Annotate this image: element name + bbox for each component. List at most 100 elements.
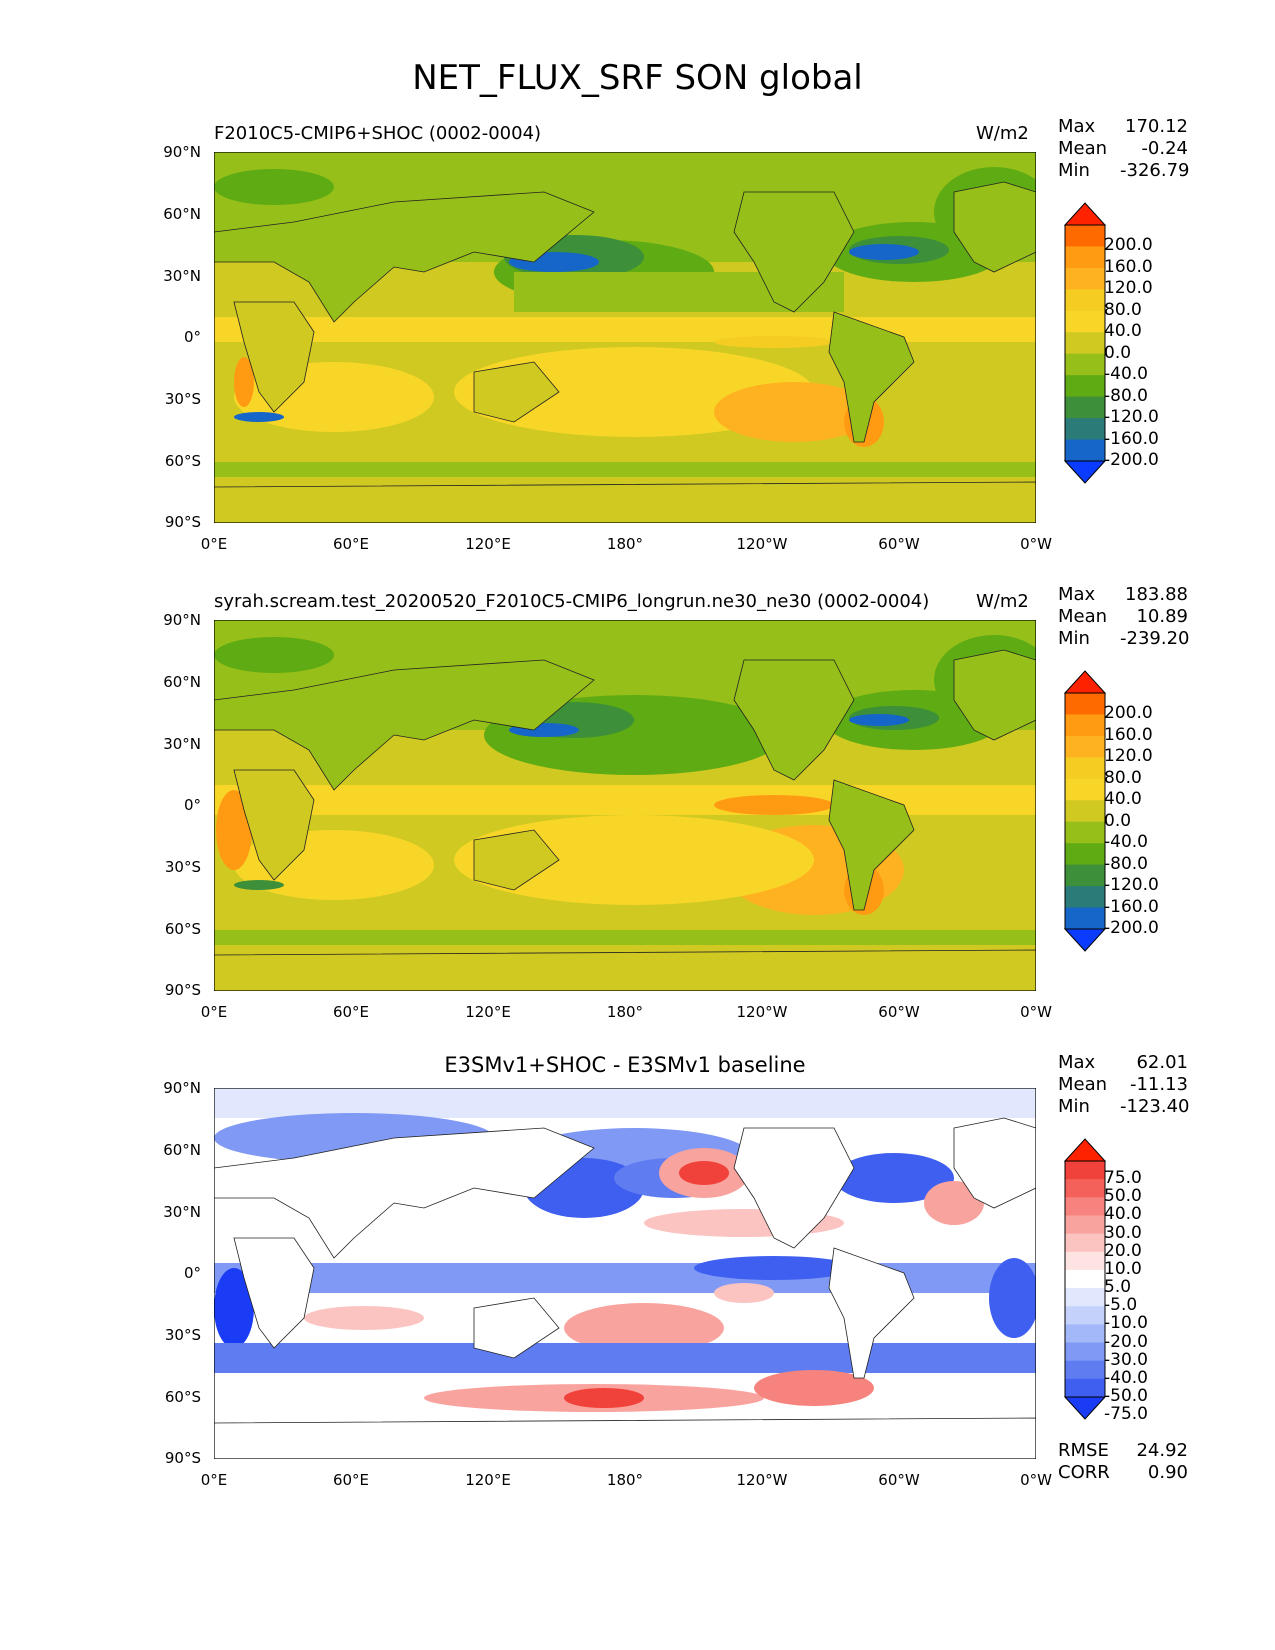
colorbar-tick-label: -120.0 — [1104, 875, 1159, 896]
stat-mean: Mean -0.24 — [1058, 138, 1188, 159]
panel-title: E3SMv1+SHOC - E3SMv1 baseline — [444, 1053, 806, 1077]
lon-tick: 0°E — [200, 535, 228, 553]
lon-tick: 120°W — [736, 1003, 788, 1021]
colorbar-tick-label: 160.0 — [1104, 256, 1153, 277]
lon-tick: 180° — [606, 535, 644, 553]
colorbar-segment — [1065, 693, 1105, 715]
colorbar-tick-label: 0.0 — [1104, 810, 1132, 831]
colorbar-tick-label: -40.0 — [1104, 832, 1148, 853]
lon-tick: 0°E — [200, 1471, 228, 1489]
lat-tick: 90°S — [164, 1449, 201, 1467]
colorbar-segment — [1065, 246, 1105, 269]
colorbar-tick-label: -160.0 — [1104, 428, 1159, 449]
colorbar-segment — [1065, 1197, 1105, 1216]
lon-tick: 60°W — [878, 1003, 920, 1021]
colorbar-segment — [1065, 396, 1105, 419]
colorbar-segment — [1065, 714, 1105, 737]
panel-title: F2010C5-CMIP6+SHOC (0002-0004) — [214, 123, 542, 144]
stat-max: Max 62.01 — [1058, 1052, 1188, 1073]
colorbar-segment — [1065, 1378, 1105, 1398]
lon-tick: 0°W — [1020, 535, 1052, 553]
panel-units: W/m2 — [976, 123, 1029, 144]
colorbar-segment — [1065, 886, 1105, 909]
lat-tick: 30°N — [163, 1203, 201, 1221]
colorbar-tick-label: -30.0 — [1104, 1349, 1148, 1370]
colorbar-segment — [1065, 310, 1105, 333]
colorbar-segment — [1065, 1251, 1105, 1271]
stat-max: Max 183.88 — [1058, 584, 1188, 605]
lat-tick: 30°S — [164, 858, 201, 876]
colorbar-segment — [1065, 757, 1105, 780]
lon-tick: 120°E — [465, 1471, 511, 1489]
lat-tick: 90°N — [163, 143, 201, 161]
stat-min: Min -326.79 — [1058, 160, 1190, 181]
colorbar-tick-label: -5.0 — [1104, 1295, 1138, 1316]
lon-tick: 180° — [606, 1471, 644, 1489]
colorbar-segment — [1065, 864, 1105, 887]
lat-tick: 0° — [183, 796, 201, 814]
colorbar-segment — [1065, 907, 1105, 930]
colorbar-tick-label: -40.0 — [1104, 364, 1148, 385]
colorbar-segment — [1065, 1215, 1105, 1235]
colorbar-tick-label: 40.0 — [1104, 1204, 1142, 1225]
lon-tick: 0°W — [1020, 1003, 1052, 1021]
colorbar-tick-label: 40.0 — [1104, 789, 1142, 810]
lat-tick: 90°S — [164, 981, 201, 999]
colorbar-tick-label: -200.0 — [1104, 450, 1159, 470]
colorbar-tick-label: 120.0 — [1104, 746, 1153, 767]
colorbar-tick-label: 40.0 — [1104, 321, 1142, 342]
lon-tick: 120°W — [736, 535, 788, 553]
colorbar-segment — [1065, 1360, 1105, 1380]
colorbar-tick-label: -10.0 — [1104, 1313, 1148, 1334]
colorbar-segment — [1065, 800, 1105, 823]
colorbar-segment — [1065, 289, 1105, 312]
colorbar-tick-label: -200.0 — [1104, 918, 1159, 938]
colorbar-segment — [1065, 735, 1105, 758]
stat-min: Min -239.20 — [1058, 628, 1190, 649]
colorbar-segment — [1065, 1306, 1105, 1325]
colorbar-tick-label: 200.0 — [1104, 703, 1153, 724]
colorbar-segment — [1065, 843, 1105, 866]
stat-min: Min -123.40 — [1058, 1096, 1190, 1117]
lat-tick: 30°S — [164, 390, 201, 408]
map-difference — [214, 1088, 1036, 1459]
colorbar-tick-label: -40.0 — [1104, 1367, 1148, 1388]
panel-title: syrah.scream.test_20200520_F2010C5-CMIP6… — [214, 591, 930, 612]
colorbar-segment — [1065, 1288, 1105, 1307]
corr-stat: CORR 0.90 — [1058, 1462, 1188, 1483]
map-reference-flux — [214, 620, 1036, 991]
figure-title: NET_FLUX_SRF SON global — [412, 58, 863, 98]
colorbar-extend-max — [1063, 1138, 1107, 1162]
lat-tick: 60°S — [164, 452, 201, 470]
lat-tick: 90°S — [164, 513, 201, 531]
colorbar-segment — [1065, 332, 1105, 355]
colorbar-tick-label: 200.0 — [1104, 235, 1153, 256]
colorbar-extend-min — [1063, 1396, 1107, 1420]
lon-tick: 60°E — [332, 1003, 370, 1021]
lat-tick: 60°S — [164, 1388, 201, 1406]
stat-mean: Mean 10.89 — [1058, 606, 1188, 627]
colorbar-tick-label: 160.0 — [1104, 724, 1153, 745]
colorbar-segment — [1065, 225, 1105, 247]
lon-tick: 60°E — [332, 535, 370, 553]
lat-tick: 90°N — [163, 1079, 201, 1097]
colorbar — [1063, 1138, 1107, 1420]
colorbar — [1063, 202, 1107, 484]
lon-tick: 0°E — [200, 1003, 228, 1021]
colorbar-tick-label: 80.0 — [1104, 767, 1142, 788]
colorbar — [1063, 670, 1107, 952]
colorbar-segment — [1065, 1269, 1105, 1289]
colorbar-tick-label: -50.0 — [1104, 1386, 1148, 1406]
colorbar-segment — [1065, 1179, 1105, 1198]
lat-tick: 60°N — [163, 1141, 201, 1159]
map-model-flux — [214, 152, 1036, 523]
colorbar-tick-label: 50.0 — [1104, 1186, 1142, 1207]
lon-tick: 120°E — [465, 535, 511, 553]
colorbar-segment — [1065, 267, 1105, 290]
colorbar-segment — [1065, 1233, 1105, 1253]
panel-difference: E3SMv1+SHOC - E3SMv1 baseline Max 62.01 M… — [0, 936, 1275, 1489]
colorbar-segment — [1065, 375, 1105, 398]
colorbar-tick-label: 0.0 — [1104, 342, 1132, 363]
colorbar-tick-label: 20.0 — [1104, 1240, 1142, 1261]
lon-tick: 120°E — [465, 1003, 511, 1021]
